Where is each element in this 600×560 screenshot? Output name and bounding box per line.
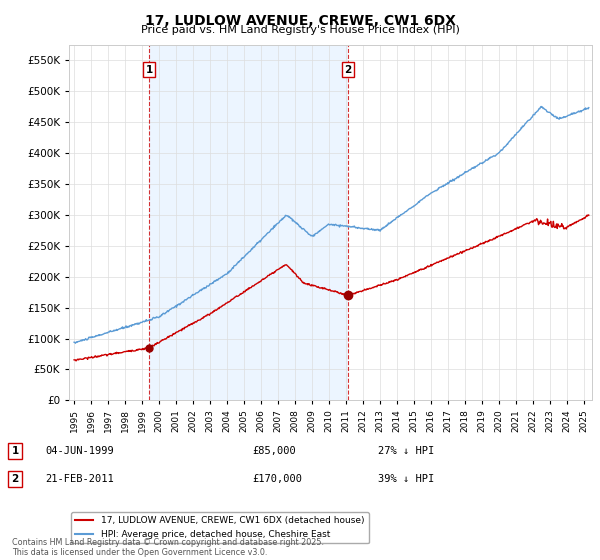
Text: 39% ↓ HPI: 39% ↓ HPI [378, 474, 434, 484]
Bar [149, 45, 348, 400]
Text: £85,000: £85,000 [252, 446, 296, 456]
Text: 1: 1 [146, 64, 153, 74]
Text: 27% ↓ HPI: 27% ↓ HPI [378, 446, 434, 456]
Text: £170,000: £170,000 [252, 474, 302, 484]
Text: 04-JUN-1999: 04-JUN-1999 [45, 446, 114, 456]
Text: Contains HM Land Registry data © Crown copyright and database right 2025.
This d: Contains HM Land Registry data © Crown c… [12, 538, 324, 557]
Text: Price paid vs. HM Land Registry's House Price Index (HPI): Price paid vs. HM Land Registry's House … [140, 25, 460, 35]
Legend: 17, LUDLOW AVENUE, CREWE, CW1 6DX (detached house), HPI: Average price, detached: 17, LUDLOW AVENUE, CREWE, CW1 6DX (detac… [71, 512, 369, 543]
Text: 1: 1 [11, 446, 19, 456]
Text: 2: 2 [11, 474, 19, 484]
Text: 2: 2 [344, 64, 352, 74]
Text: 17, LUDLOW AVENUE, CREWE, CW1 6DX: 17, LUDLOW AVENUE, CREWE, CW1 6DX [145, 14, 455, 28]
Text: 21-FEB-2011: 21-FEB-2011 [45, 474, 114, 484]
